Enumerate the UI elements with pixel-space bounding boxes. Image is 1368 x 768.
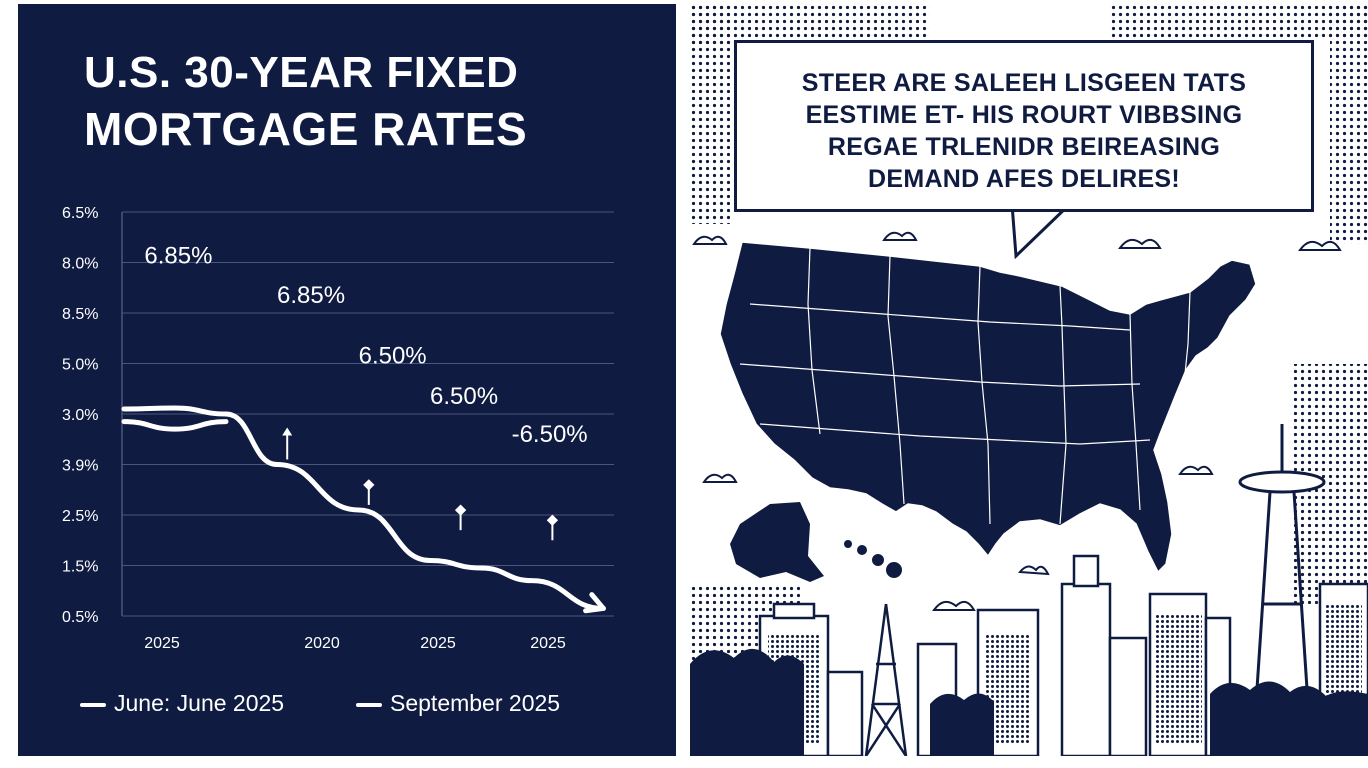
state-borders	[739, 247, 1191, 525]
halftone-right-edge	[1330, 4, 1368, 244]
legend-item-september: September 2025	[356, 690, 560, 717]
data-label-3: 6.50%	[430, 383, 498, 410]
y-tick-label-1: 8.0%	[62, 256, 98, 273]
data-label-2: 6.50%	[359, 343, 427, 370]
y-tick-label-0: 6.5%	[62, 205, 98, 222]
speech-bubble-line-2: EESTIME ET- HIS ROURT VIBBSING	[805, 101, 1243, 129]
x-tick-label-1: 2020	[304, 635, 340, 652]
radio-tower	[864, 603, 908, 756]
foliage-silhouette-mid	[930, 693, 994, 756]
series-line-june	[121, 419, 229, 432]
foliage-silhouette	[690, 648, 804, 756]
data-label-4: -6.50%	[512, 421, 588, 448]
speech-bubble: STEER ARE SALEEH LISGEEN TATS EESTIME ET…	[734, 40, 1314, 212]
y-tick-label-8: 0.5%	[62, 609, 98, 626]
legend-item-june: June: June 2025	[80, 690, 284, 717]
map-illustration-panel: STEER ARE SALEEH LISGEEN TATS EESTIME ET…	[690, 4, 1368, 756]
data-marker-head-0	[282, 427, 293, 436]
series-line-september	[121, 405, 606, 611]
chart-title-line-2: MORTGAGE RATES	[84, 103, 528, 155]
clouds	[692, 231, 1342, 611]
halftone-top-right	[1110, 4, 1368, 38]
data-marker-head-2	[454, 504, 467, 516]
y-tick-label-7: 1.5%	[62, 559, 98, 576]
halftone-left-edge	[690, 4, 730, 224]
speech-bubble-line-4: DEMAND AFES DELIRES!	[867, 165, 1181, 193]
x-tick-label-2: 2025	[420, 635, 456, 652]
us-map-skyline-illustration	[690, 4, 1368, 756]
legend-swatch-september	[356, 702, 382, 707]
us-map-mainland	[719, 241, 1257, 574]
x-tick-label-0: 2025	[144, 635, 180, 652]
legend-label-september: September 2025	[390, 690, 561, 716]
legend-swatch-june	[80, 702, 106, 707]
space-needle-tower	[1238, 424, 1326, 705]
line-chart: 6.5% 8.0% 8.5% 5.0% 3.0% 3.9% 2.5% 1.5% 0.5% 2025…	[62, 205, 614, 652]
series-arrowhead	[583, 592, 606, 614]
hawaii-islands	[844, 540, 902, 578]
speech-bubble-line-1: STEER ARE SALEEH LISGEEN TATS	[801, 69, 1247, 97]
data-label-0: 6.85%	[144, 243, 212, 270]
data-marker-head-1	[363, 479, 375, 491]
speech-bubble-line-3: REGAE TRLENIDR BEIREASING	[827, 133, 1221, 161]
y-tick-label-6: 2.5%	[62, 508, 98, 525]
data-marker-head-3	[546, 514, 559, 526]
legend-label-june: June: June 2025	[114, 690, 285, 716]
alaska-shape	[730, 502, 824, 582]
y-tick-label-4: 3.0%	[62, 407, 98, 424]
chart-title-line-1: U.S. 30-YEAR FIXED	[84, 48, 519, 97]
y-tick-label-3: 5.0%	[62, 357, 98, 374]
foliage-silhouette-right	[1210, 681, 1368, 756]
x-tick-label-3: 2025	[530, 635, 566, 652]
chart-panel: U.S. 30-YEAR FIXED MORTGAGE RATES 6.5% 8.…	[18, 4, 676, 756]
y-tick-label-5: 3.9%	[62, 458, 98, 475]
data-label-1: 6.85%	[277, 282, 345, 309]
y-tick-label-2: 8.5%	[62, 306, 98, 323]
